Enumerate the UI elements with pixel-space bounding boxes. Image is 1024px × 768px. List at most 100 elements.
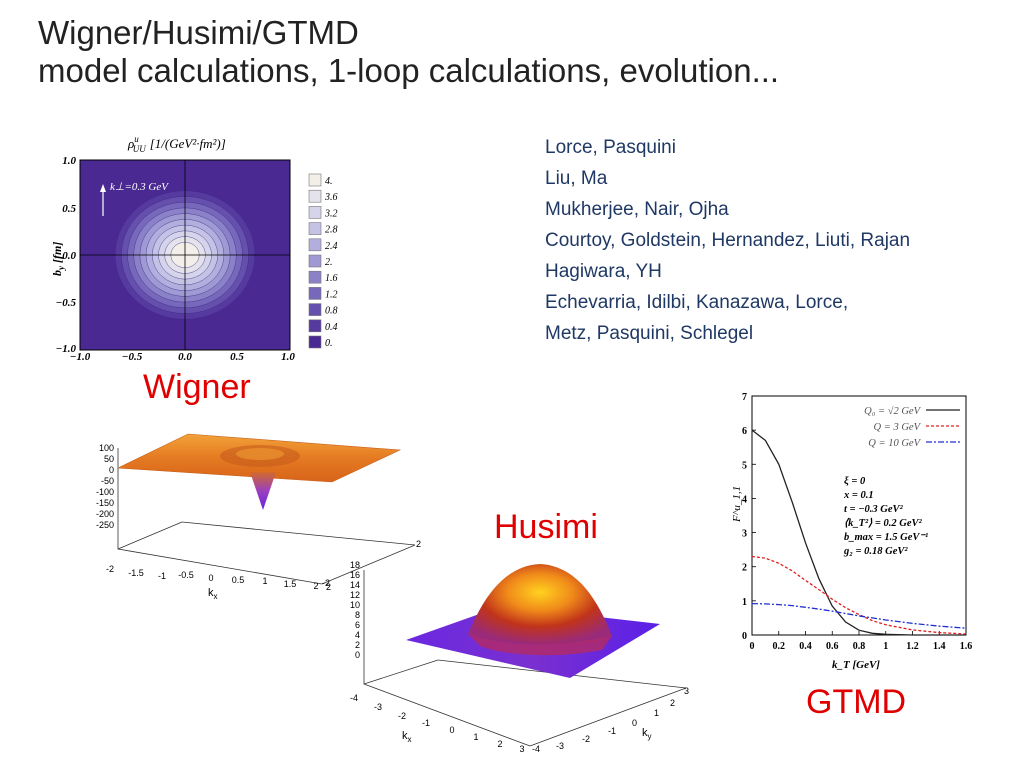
contour-legend-label: 1.6	[325, 273, 338, 284]
wigner-x-tick: 0	[208, 573, 213, 583]
contour-legend-label: 2.8	[325, 225, 338, 236]
contour-annotation: k⊥=0.3 GeV	[110, 181, 169, 193]
gtmd-x-tick: 0	[750, 641, 755, 652]
husimi-x-tick: -3	[374, 702, 382, 712]
wigner-y-tick: 2	[326, 582, 331, 592]
gtmd-y-tick: 1	[742, 597, 747, 608]
contour-legend-label: 3.2	[324, 208, 338, 219]
contour-frame	[79, 159, 291, 351]
gtmd-x-tick: 1.2	[906, 641, 919, 652]
husimi-y-axis	[529, 687, 687, 747]
contour-legend-label: 2.	[325, 257, 333, 268]
gtmd-y-tick: 3	[742, 529, 747, 540]
gtmd-x-label: k_T [GeV]	[832, 659, 880, 671]
gtmd-legend-label: Q = 3 GeV	[874, 422, 922, 433]
contour-legend-label: 1.2	[325, 289, 338, 300]
contour-title: ρu UU [1/(GeV²·fm²)]	[127, 134, 226, 154]
gtmd-parameter-label: b_max = 1.5 GeV⁻¹	[844, 532, 928, 543]
wigner-x-axis	[117, 548, 323, 585]
reference-list: Lorce, Pasquini Liu, Ma Mukherjee, Nair,…	[545, 132, 910, 349]
gtmd-y-tick: 7	[742, 392, 747, 403]
gtmd-series-line	[751, 602, 967, 629]
contour-legend-label: 3.6	[324, 192, 338, 203]
wigner-surface-plot: 100 50 0 -50 -100 -150 -200 -250 -2 -1.5…	[96, 433, 421, 601]
wigner-z-tick: -50	[101, 476, 114, 486]
gtmd-series-line	[751, 555, 967, 635]
gtmd-parameter-label: t = −0.3 GeV²	[844, 504, 904, 515]
contour-x-tick: 0.5	[230, 351, 244, 360]
contour-legend-swatch	[308, 222, 322, 235]
husimi-box-edge	[363, 570, 439, 685]
reference-item: Echevarria, Idilbi, Kanazawa, Lorce,	[545, 292, 849, 313]
contour-y-tick: 0.5	[62, 203, 76, 215]
contour-legend-label: 2.4	[325, 241, 338, 252]
title-line-2: model calculations, 1-loop calculations,…	[38, 52, 780, 89]
husimi-x-tick: -2	[398, 711, 406, 721]
wigner-x-tick: 1.5	[284, 579, 297, 589]
husimi-y-tick: -2	[582, 734, 590, 744]
contour-legend-swatch	[308, 254, 322, 268]
husimi-z-tick: 12	[350, 590, 360, 600]
husimi-surface-peak	[468, 564, 612, 645]
husimi-y-tick: 0	[632, 718, 637, 728]
contour-y-label: by[fm]	[50, 242, 66, 276]
contour-legend-label: 4.	[325, 176, 333, 187]
contour-legend-swatch	[308, 335, 322, 349]
contour-legend-swatch	[308, 189, 322, 203]
gtmd-x-tick: 1.4	[933, 641, 946, 652]
husimi-y-label: ky	[642, 727, 652, 741]
contour-x-tick: −0.5	[122, 351, 143, 360]
contour-legend-swatch	[308, 319, 322, 333]
contour-y-tick: −0.5	[56, 297, 77, 309]
husimi-z-tick: 16	[350, 570, 360, 580]
arrow-head-icon	[100, 184, 106, 192]
wigner-surface-dip-center	[236, 448, 284, 460]
wigner-x-tick: 0.5	[232, 575, 245, 585]
husimi-y-tick: -3	[556, 741, 564, 751]
wigner-box-edge	[181, 521, 416, 546]
gtmd-y-tick: 2	[742, 563, 747, 574]
wigner-z-tick: -150	[96, 498, 114, 508]
slide-title: Wigner/Husimi/GTMD model calculations, 1…	[38, 14, 779, 90]
gtmd-x-tick: 0.2	[773, 641, 786, 652]
contour-legend-label: 0.8	[325, 306, 338, 317]
gtmd-parameter-label: ⟨k_T²⟩ = 0.2 GeV²	[844, 517, 922, 529]
husimi-x-tick: 1	[473, 732, 478, 742]
husimi-x-tick: 3	[519, 744, 524, 754]
gtmd-legend-label: Q = 10 GeV	[868, 438, 921, 449]
gtmd-parameter-label: g₂ = 0.18 GeV²	[843, 546, 908, 557]
wigner-x-tick: 2	[313, 581, 318, 591]
contour-legend: 4. 3.6 3.2 2.8 2.4 2. 1.6 1.2 0.8 0.4 0.	[308, 173, 338, 349]
wigner-z-tick: -100	[96, 487, 114, 497]
gtmd-y-tick: 0	[742, 631, 747, 642]
reference-item: Metz, Pasquini, Schlegel	[545, 323, 754, 344]
reference-item: Hagiwara, YH	[545, 261, 662, 282]
contour-legend-label: 0.4	[325, 322, 338, 333]
gtmd-plot-frame	[751, 395, 967, 636]
wigner-x-tick: -1.5	[128, 568, 144, 578]
husimi-x-tick: 0	[449, 725, 454, 735]
gtmd-y-tick: 4	[742, 494, 747, 505]
wigner-contour-plot: ρu UU [1/(GeV²·fm²)] k⊥=0.3 GeV 1.0 0.5 0.…	[50, 134, 338, 360]
gtmd-legend-label: Q₀ = √2 GeV	[864, 405, 921, 417]
husimi-x-tick: 2	[497, 739, 502, 749]
gtmd-x-tick: 0.6	[826, 641, 839, 652]
reference-item: Courtoy, Goldstein, Hernandez, Liuti, Ra…	[545, 230, 911, 251]
gtmd-x-tick: 0.8	[853, 641, 866, 652]
husimi-z-tick: 18	[350, 560, 360, 570]
husimi-surface-plot: 18 16 14 12 10 8 6 4 2 0 -4 -3 -2 -1 0 1…	[350, 560, 689, 754]
contour-legend-swatch	[308, 270, 322, 284]
contour-x-tick: −1.0	[70, 351, 91, 360]
contour-legend-label: 0.	[325, 338, 333, 349]
label-wigner: Wigner	[143, 368, 251, 406]
wigner-y-tick: 2	[416, 539, 421, 549]
reference-item: Lorce, Pasquini	[545, 137, 676, 158]
husimi-x-label: kx	[402, 730, 412, 744]
contour-x-tick: 1.0	[281, 351, 295, 360]
husimi-z-tick: 14	[350, 580, 360, 590]
gtmd-y-tick: 5	[742, 460, 747, 471]
husimi-x-tick: -4	[350, 693, 358, 703]
wigner-x-label: kx	[208, 587, 218, 601]
gtmd-y-label: F^u_1,1	[731, 486, 743, 523]
contour-y-tick: 0.0	[62, 250, 76, 262]
